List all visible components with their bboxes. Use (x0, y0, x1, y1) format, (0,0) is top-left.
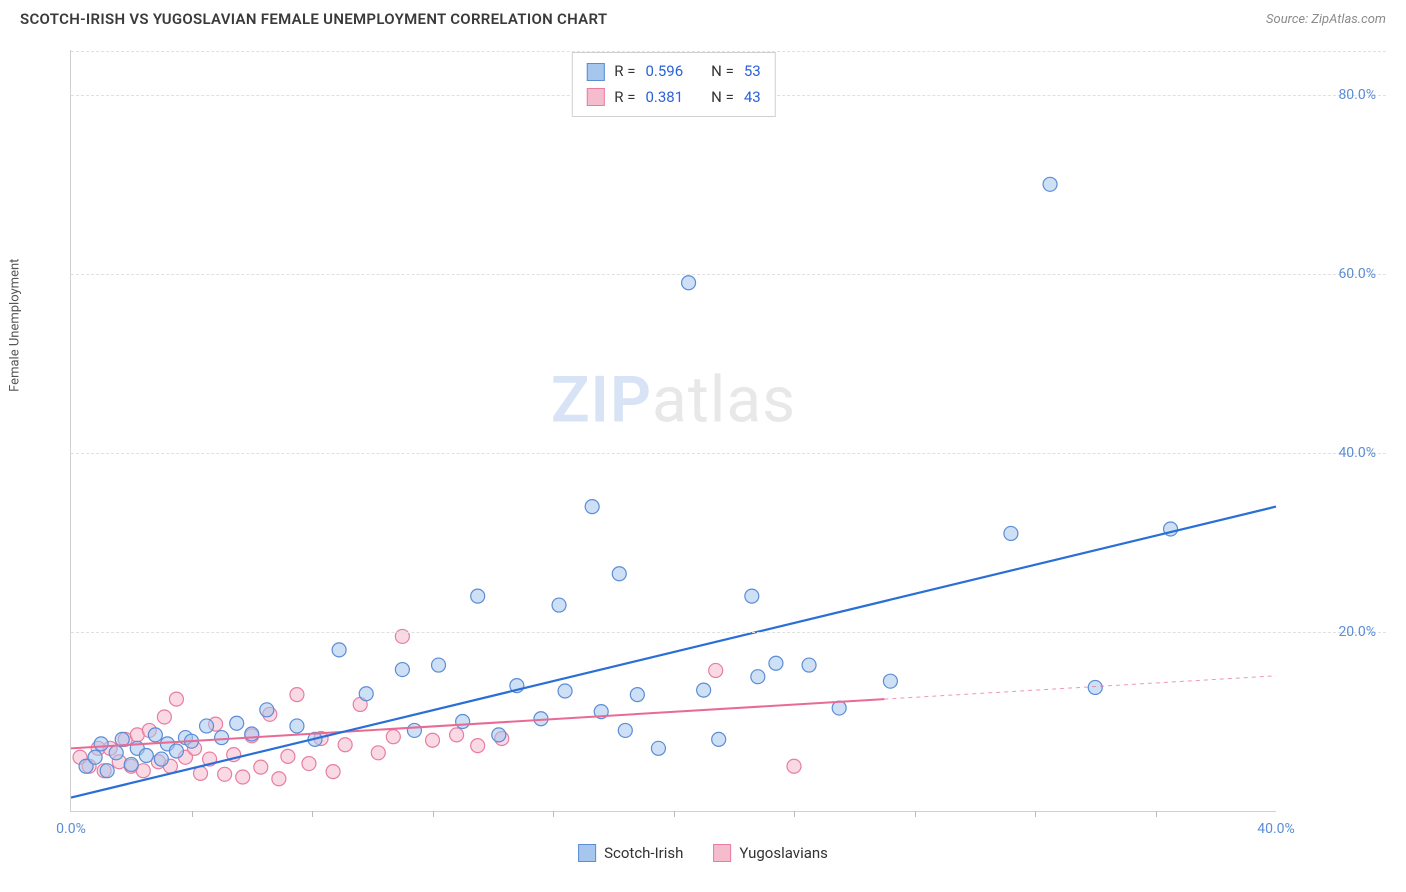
legend-item-series1: Scotch-Irish (578, 844, 683, 862)
data-point (630, 688, 644, 702)
data-point (302, 757, 316, 771)
data-point (471, 739, 485, 753)
data-point (432, 658, 446, 672)
x-tick-label: 40.0% (1257, 821, 1295, 837)
data-point (585, 500, 599, 514)
data-point (450, 728, 464, 742)
data-point (832, 701, 846, 715)
data-point (332, 643, 346, 657)
swatch-icon (586, 88, 604, 106)
data-point (612, 567, 626, 581)
data-point (395, 663, 409, 677)
bottom-legend: Scotch-Irish Yugoslavians (578, 844, 828, 862)
data-point (326, 765, 340, 779)
data-point (651, 741, 665, 755)
data-point (169, 692, 183, 706)
swatch-icon (713, 844, 731, 862)
data-point (154, 752, 168, 766)
data-point (236, 770, 250, 784)
stats-legend-box: R =0.596N =53R =0.381N =43 (571, 52, 775, 117)
data-point (618, 723, 632, 737)
x-tick-label: 0.0% (56, 821, 86, 837)
legend-label: Yugoslavians (739, 844, 828, 862)
data-point (745, 589, 759, 603)
data-point (260, 703, 274, 717)
data-point (1043, 177, 1057, 191)
data-point (281, 749, 295, 763)
data-point (407, 723, 421, 737)
data-point (254, 760, 268, 774)
data-point (492, 728, 506, 742)
data-point (338, 738, 352, 752)
data-point (359, 687, 373, 701)
swatch-icon (578, 844, 596, 862)
data-point (456, 714, 470, 728)
data-point (883, 674, 897, 688)
scatter-svg (71, 50, 1276, 811)
trend-line-extrapolated (884, 676, 1276, 699)
y-tick-label: 60.0% (1338, 266, 1376, 282)
data-point (787, 759, 801, 773)
data-point (769, 656, 783, 670)
data-point (200, 719, 214, 733)
data-point (471, 589, 485, 603)
y-axis-label: Female Unemployment (8, 259, 23, 392)
data-point (552, 598, 566, 612)
data-point (94, 737, 108, 751)
data-point (124, 757, 138, 771)
stats-row: R =0.381N =43 (586, 85, 760, 111)
data-point (802, 658, 816, 672)
stats-row: R =0.596N =53 (586, 59, 760, 85)
data-point (1004, 526, 1018, 540)
data-point (157, 710, 171, 724)
data-point (100, 764, 114, 778)
data-point (290, 719, 304, 733)
data-point (218, 767, 232, 781)
chart-container: Female Unemployment ZIPatlas R =0.596N =… (20, 40, 1386, 862)
data-point (371, 746, 385, 760)
data-point (148, 728, 162, 742)
data-point (215, 731, 229, 745)
y-tick-label: 20.0% (1338, 624, 1376, 640)
data-point (751, 670, 765, 684)
data-point (109, 746, 123, 760)
legend-item-series2: Yugoslavians (713, 844, 828, 862)
source-label: Source: ZipAtlas.com (1266, 12, 1386, 27)
data-point (139, 748, 153, 762)
plot-area: ZIPatlas R =0.596N =53R =0.381N =43 20.0… (70, 50, 1276, 812)
data-point (169, 744, 183, 758)
data-point (558, 684, 572, 698)
data-point (272, 772, 286, 786)
data-point (426, 733, 440, 747)
legend-label: Scotch-Irish (604, 844, 683, 862)
data-point (245, 727, 259, 741)
chart-title: SCOTCH-IRISH VS YUGOSLAVIAN FEMALE UNEMP… (20, 10, 607, 28)
trend-line (71, 507, 1276, 798)
data-point (682, 276, 696, 290)
y-tick-label: 40.0% (1338, 445, 1376, 461)
data-point (712, 732, 726, 746)
y-tick-label: 80.0% (1338, 87, 1376, 103)
data-point (290, 688, 304, 702)
data-point (88, 750, 102, 764)
data-point (230, 716, 244, 730)
data-point (697, 683, 711, 697)
data-point (709, 663, 723, 677)
swatch-icon (586, 63, 604, 81)
data-point (1088, 680, 1102, 694)
data-point (386, 730, 400, 744)
